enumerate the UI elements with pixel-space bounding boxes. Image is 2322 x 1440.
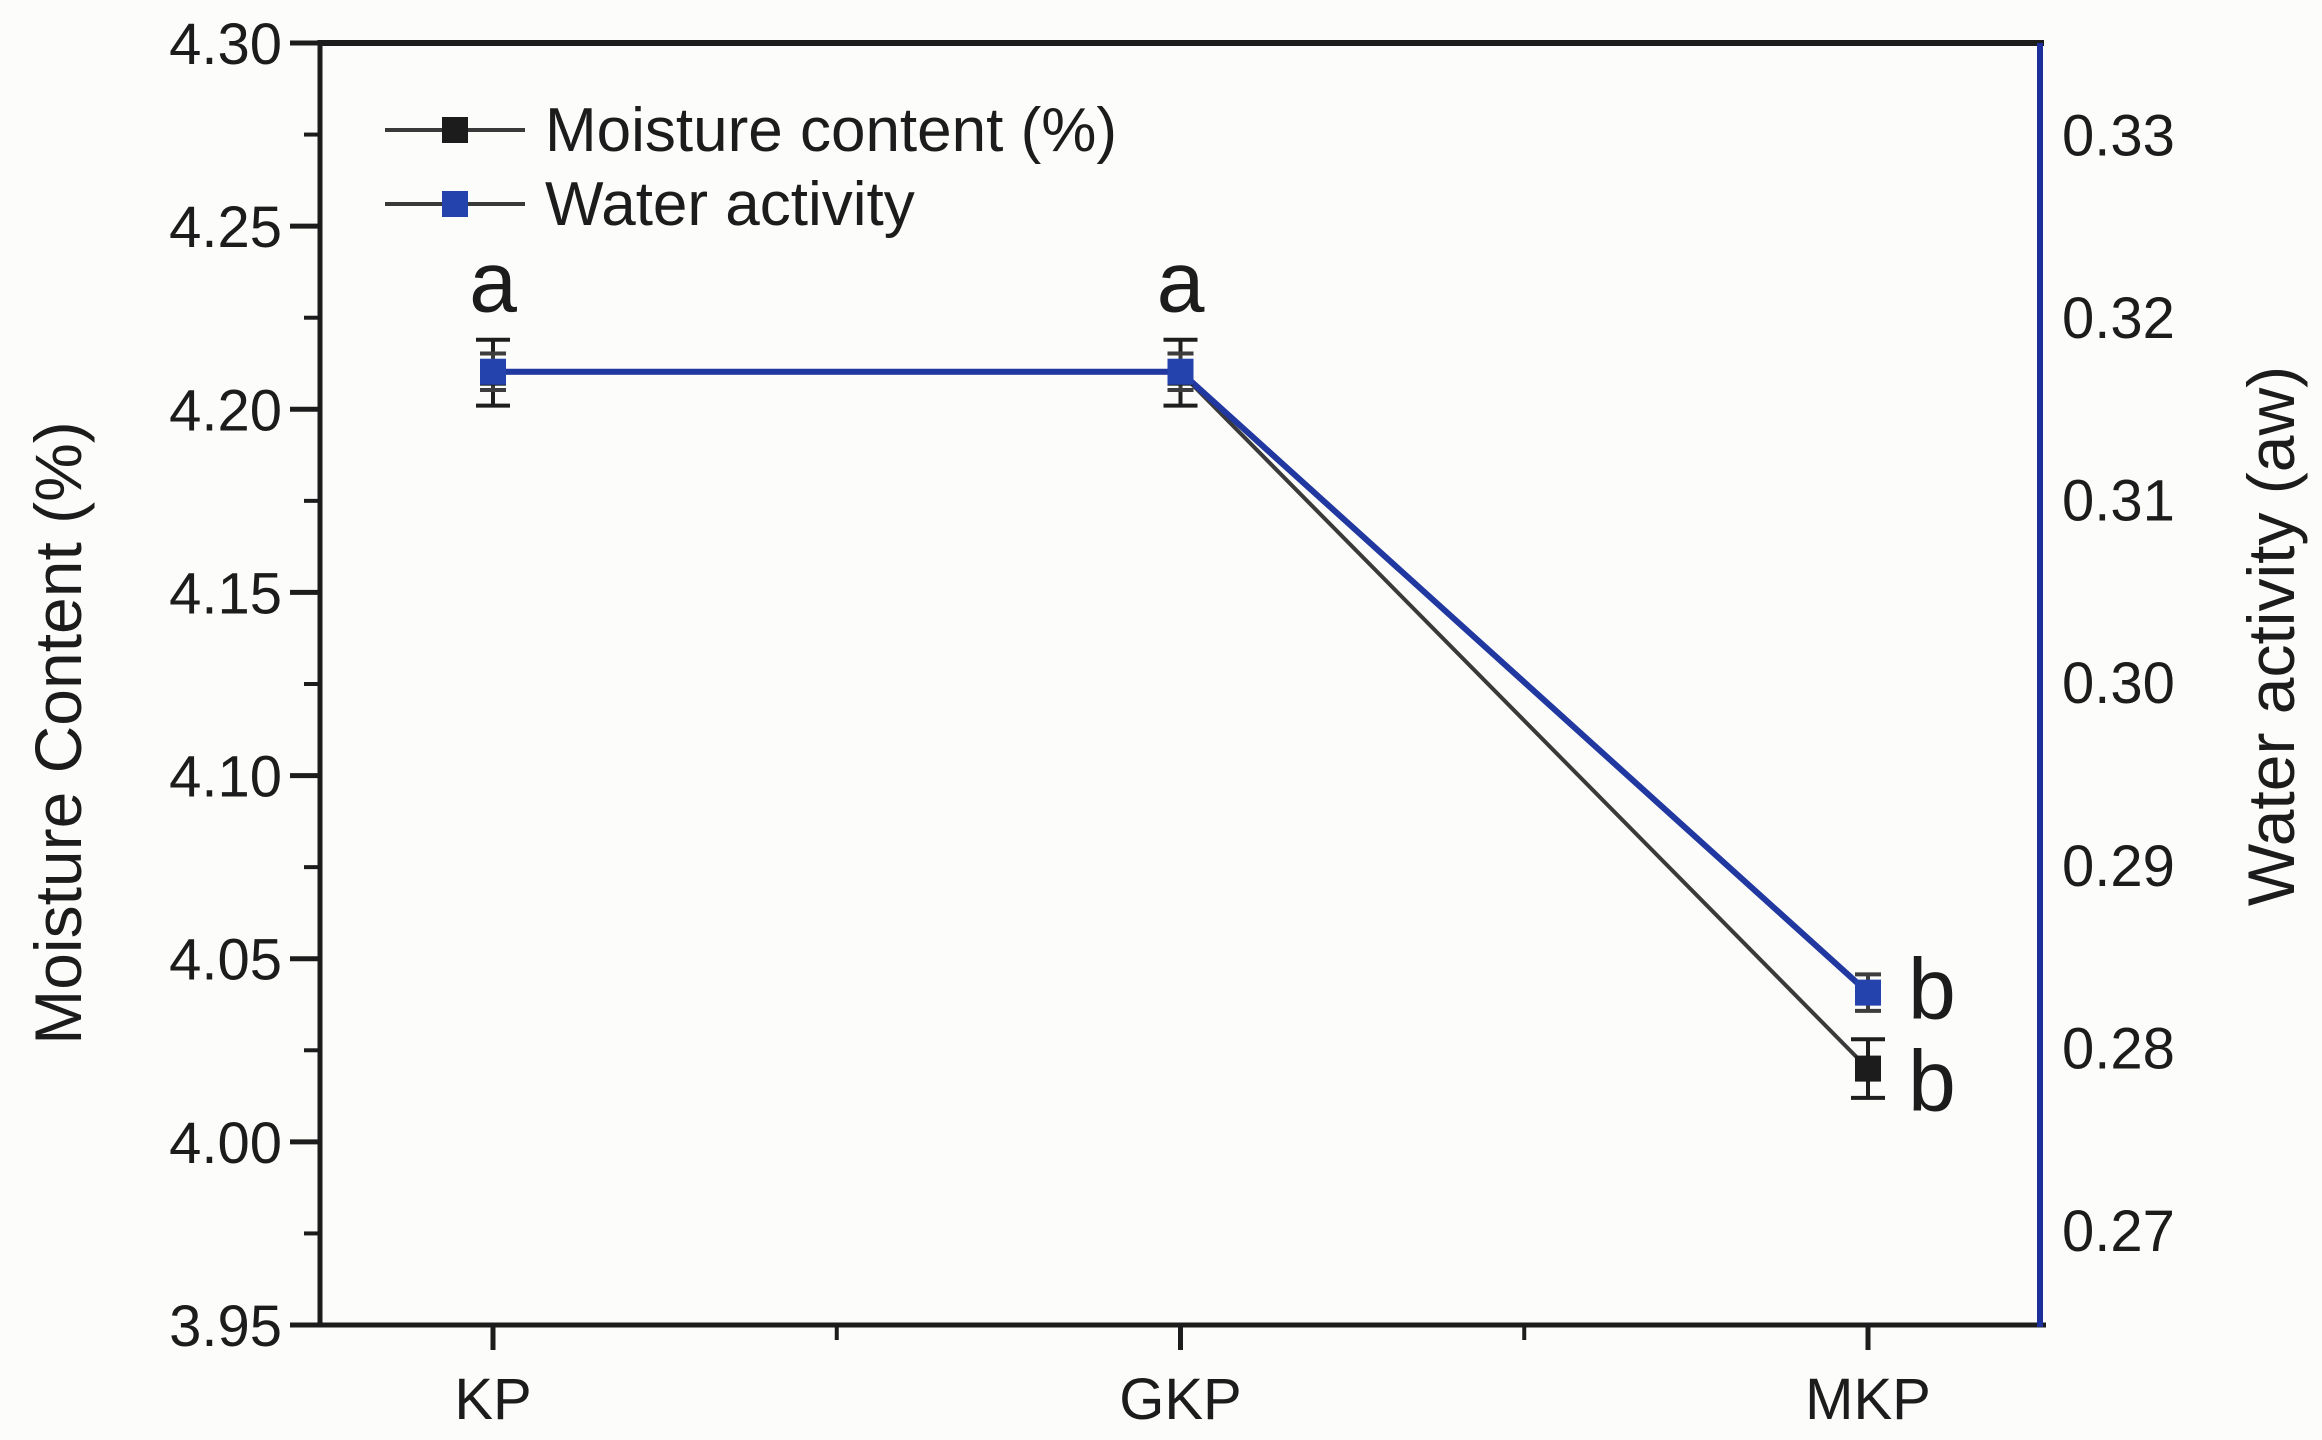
left-tick-label: 4.25 [169,195,282,260]
left-axis-title: Moisture Content (%) [21,421,95,1045]
significance-label: a [469,235,517,331]
axes-layer: 4.30 4.25 4.20 4.15 4.10 4.05 4.00 3.95 0.33 0.32… [169,12,2175,1432]
legend: Moisture content (%) Water activity [385,96,1117,239]
left-tick-label: 3.95 [169,1294,282,1359]
left-tick-label: 4.10 [169,745,282,810]
x-tick-label: GKP [1119,1367,1242,1432]
annotation-layer: a a bb [469,235,1956,1130]
data-point-moisture-mkp [1855,1055,1881,1082]
series-layer [476,337,1885,1100]
x-tick-label: MKP [1805,1367,1931,1432]
legend-item-moisture: Moisture content (%) [385,96,1117,165]
left-tick-label: 4.30 [169,12,282,77]
right-tick-label: 0.32 [2062,286,2175,351]
right-tick-label: 0.27 [2062,1199,2175,1264]
significance-label: b [1908,1034,1956,1130]
legend-label-moisture: Moisture content (%) [545,96,1117,165]
right-tick-label: 0.31 [2062,469,2175,534]
x-tick-label: KP [454,1367,531,1432]
right-tick-label: 0.30 [2062,651,2175,716]
legend-item-water: Water activity [385,170,915,239]
series-line-moisture [493,370,1870,1071]
data-point-water-kp [480,358,506,385]
left-tick-label: 4.15 [169,561,282,626]
legend-marker-moisture [442,117,468,143]
significance-label: a [1157,235,1205,331]
left-tick-label: 4.00 [169,1111,282,1176]
left-tick-label: 4.20 [169,378,282,443]
right-tick-label: 0.28 [2062,1016,2175,1081]
significance-label: b [1908,942,1956,1038]
legend-marker-water [442,191,468,217]
data-point-water-mkp [1855,979,1881,1006]
right-axis-title: Water activity (aw) [2234,366,2308,906]
legend-label-water: Water activity [545,170,915,239]
right-tick-label: 0.33 [2062,103,2175,168]
left-tick-label: 4.05 [169,928,282,993]
series-line-water [493,368,1871,995]
right-tick-label: 0.29 [2062,834,2175,899]
data-point-water-gkp [1167,358,1194,385]
